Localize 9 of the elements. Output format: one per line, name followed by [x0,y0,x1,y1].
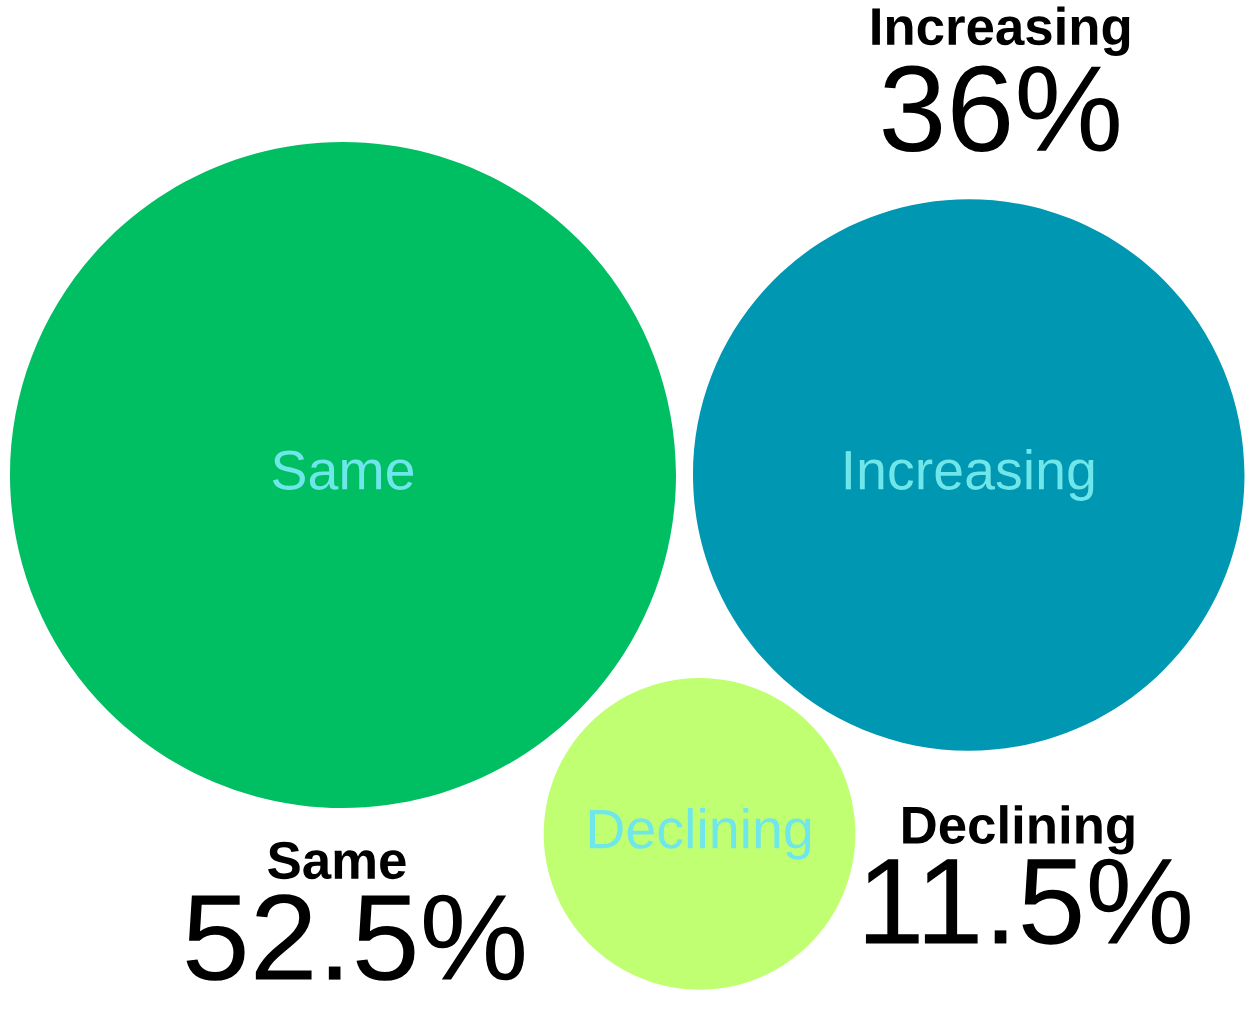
category-label: Declining [903,805,1134,855]
category-label: Same [268,841,406,880]
data-label: 11.5% [865,858,1190,945]
category-label: Declining [589,807,811,860]
data-label: 36% [883,65,1119,153]
data-label: 52.5% [186,894,524,981]
category-label: Increasing [872,6,1130,56]
category-label: Same [272,450,414,490]
category-label: Increasing [845,449,1094,501]
